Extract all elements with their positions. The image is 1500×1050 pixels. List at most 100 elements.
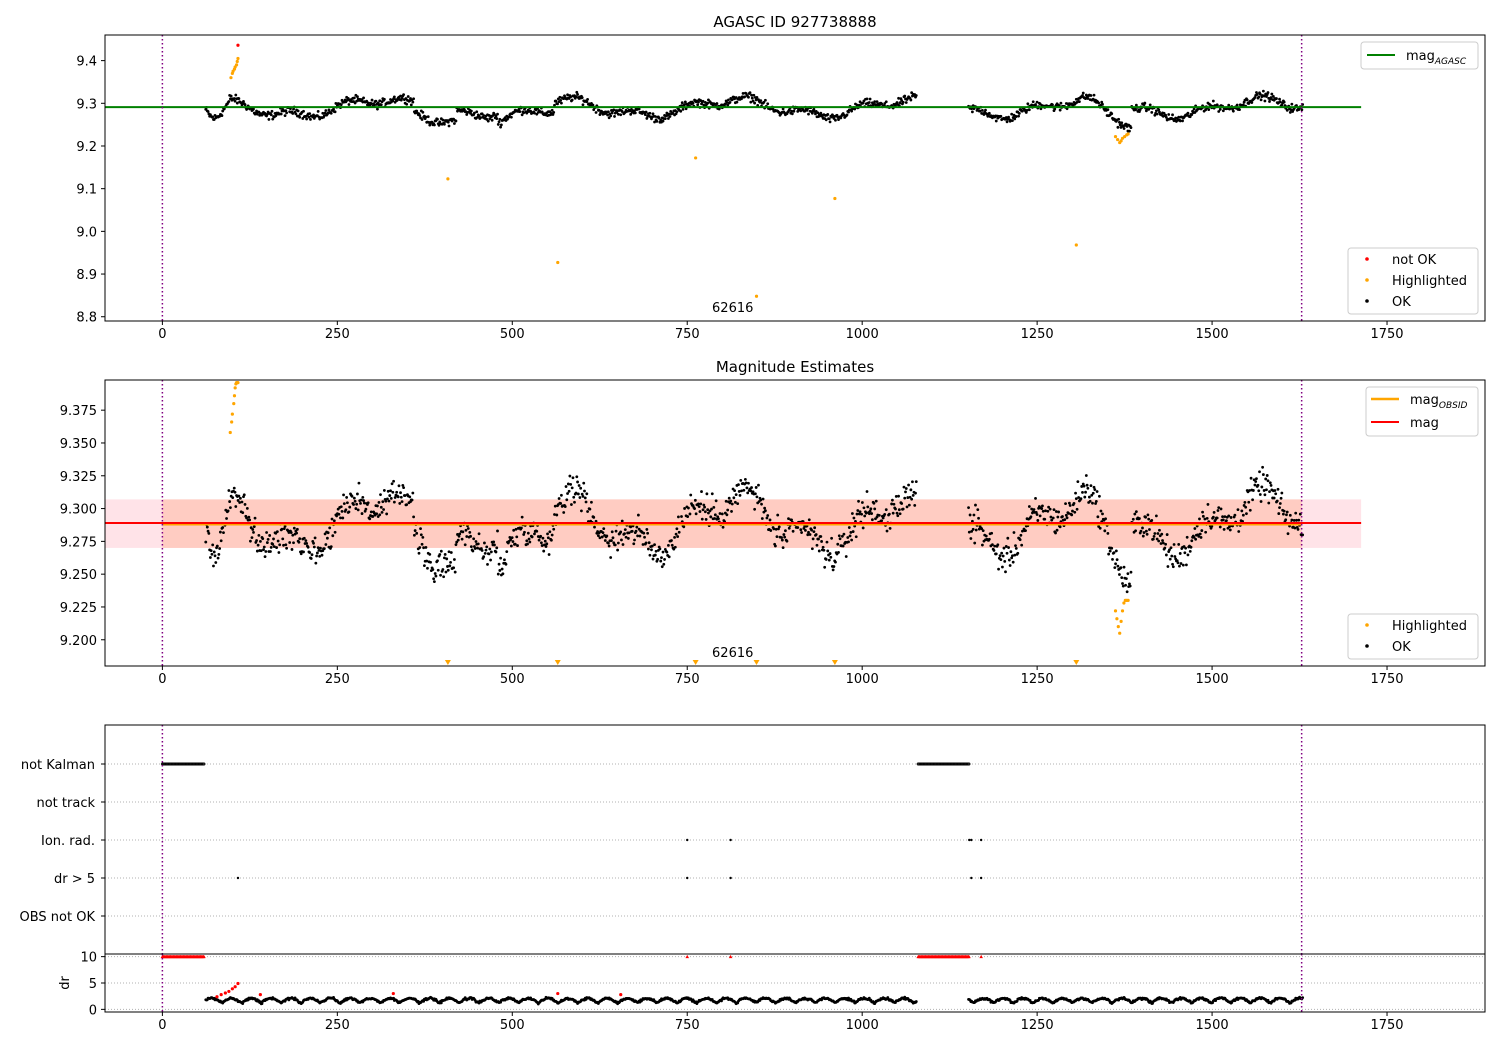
highlighted-point	[1074, 243, 1078, 247]
ok-point	[845, 113, 849, 117]
ok-point	[390, 482, 394, 486]
ok-point	[1099, 509, 1103, 513]
ok-point	[982, 113, 986, 116]
ok-point	[405, 503, 409, 507]
ok-point	[422, 564, 426, 568]
ok-point	[512, 528, 516, 532]
ok-point	[1034, 510, 1038, 514]
ok-point	[302, 550, 305, 554]
category-label: dr > 5	[54, 872, 95, 887]
ok-point	[318, 555, 322, 558]
ok-point	[392, 479, 395, 483]
ok-point	[733, 500, 737, 504]
ok-point	[760, 517, 764, 520]
ok-point	[1278, 100, 1282, 104]
ok-point	[340, 509, 344, 513]
ok-point	[379, 505, 383, 509]
ok-point	[732, 496, 736, 500]
ok-point	[1082, 484, 1086, 488]
ok-point	[645, 528, 649, 531]
ok-point	[1089, 484, 1093, 488]
ok-point	[1075, 100, 1079, 104]
ok-point	[1179, 562, 1183, 565]
ok-point	[755, 495, 759, 499]
ok-point	[708, 509, 712, 513]
ok-point	[320, 553, 324, 557]
ok-point	[849, 530, 853, 534]
ok-point	[1223, 515, 1227, 519]
ok-point	[314, 561, 318, 565]
ok-point	[1027, 505, 1031, 508]
ok-point	[580, 492, 584, 496]
ok-point	[865, 97, 869, 101]
ok-point	[806, 533, 810, 537]
ok-point	[1167, 113, 1171, 116]
ok-point	[1021, 529, 1024, 533]
ok-point	[691, 101, 695, 105]
ok-point	[683, 100, 687, 104]
ok-point	[609, 556, 613, 559]
ok-point	[890, 502, 894, 506]
ok-point	[864, 511, 868, 515]
ok-point	[612, 108, 616, 112]
ok-point	[1081, 490, 1084, 494]
ok-point	[243, 103, 247, 107]
ok-point	[1110, 546, 1114, 550]
ok-point	[313, 536, 317, 540]
ok-point	[371, 515, 375, 518]
ok-point	[553, 504, 557, 508]
ok-point	[1049, 515, 1053, 519]
ok-point	[443, 122, 446, 126]
annotation-label: 62616	[712, 646, 753, 661]
ok-point	[1218, 107, 1222, 111]
ok-point	[1007, 546, 1010, 549]
ok-point	[354, 507, 358, 510]
ok-point	[852, 516, 856, 520]
flag-points	[160, 762, 983, 880]
ok-point	[434, 574, 438, 578]
flag-point	[968, 838, 971, 842]
ok-point	[673, 545, 677, 549]
ok-point	[559, 502, 563, 505]
ok-point	[1161, 541, 1165, 545]
ok-point	[463, 543, 467, 547]
ok-point	[970, 519, 974, 523]
ok-point	[824, 118, 828, 122]
ok-point	[1183, 551, 1187, 555]
ok-point	[497, 562, 501, 566]
ok-point	[840, 534, 844, 538]
ok-point	[1169, 546, 1173, 550]
y-tick-label: 8.8	[76, 311, 97, 326]
ok-point	[896, 514, 900, 518]
ok-point	[488, 117, 492, 121]
ok-point	[593, 525, 596, 529]
ok-point	[1103, 529, 1107, 533]
ok-point	[356, 95, 359, 99]
ok-point	[443, 556, 446, 560]
ok-point	[1084, 97, 1087, 100]
ok-point	[514, 527, 518, 531]
ok-point	[828, 120, 832, 124]
ok-point	[1128, 129, 1131, 133]
dr-not-ok-point	[227, 989, 231, 994]
ok-point	[1096, 515, 1100, 519]
flag-point	[967, 762, 971, 766]
ok-point	[577, 484, 581, 487]
ok-point	[374, 99, 378, 103]
ok-point	[334, 102, 338, 105]
ok-point	[389, 497, 393, 500]
ok-point	[856, 509, 860, 512]
ok-point	[533, 111, 536, 115]
ok-point	[509, 544, 513, 548]
ok-point	[395, 490, 399, 494]
x-axis: 0 250 500 750 1000 1250 1500 1750	[158, 666, 1404, 687]
ok-point	[1114, 562, 1117, 566]
ok-point	[570, 98, 574, 102]
ok-point	[569, 482, 573, 486]
dr-not-ok-point	[258, 993, 262, 997]
ok-point	[1101, 102, 1104, 106]
highlighted-point	[229, 76, 233, 80]
ok-point	[1172, 543, 1176, 546]
ok-point	[847, 540, 850, 544]
ok-point	[904, 487, 908, 490]
